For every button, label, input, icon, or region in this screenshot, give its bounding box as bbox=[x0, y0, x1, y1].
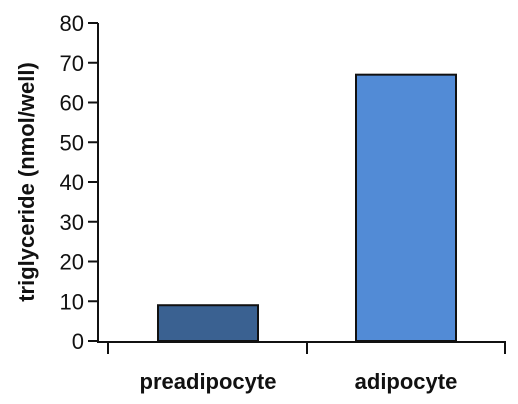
y-tick-label: 60 bbox=[60, 91, 84, 116]
y-tick-label: 40 bbox=[60, 170, 84, 195]
x-category-label: preadipocyte bbox=[140, 369, 277, 394]
bar-adipocyte bbox=[355, 73, 457, 343]
bar-preadipocyte bbox=[157, 304, 259, 343]
x-axis-ticks bbox=[107, 342, 506, 354]
y-tick-label: 10 bbox=[60, 289, 84, 314]
y-tick-label: 0 bbox=[72, 329, 84, 354]
y-tick-label: 30 bbox=[60, 210, 84, 235]
x-category-label: adipocyte bbox=[355, 369, 458, 394]
y-tick-label: 50 bbox=[60, 130, 84, 155]
y-tick-label: 20 bbox=[60, 250, 84, 275]
y-axis-title: triglyceride (nmol/well) bbox=[14, 62, 39, 302]
bars bbox=[157, 73, 457, 343]
y-axis-ticks: 0 10 20 30 40 50 60 70 80 bbox=[60, 11, 98, 354]
x-axis-labels: preadipocyte adipocyte bbox=[140, 369, 458, 394]
y-tick-label: 80 bbox=[60, 11, 84, 36]
y-tick-label: 70 bbox=[60, 51, 84, 76]
